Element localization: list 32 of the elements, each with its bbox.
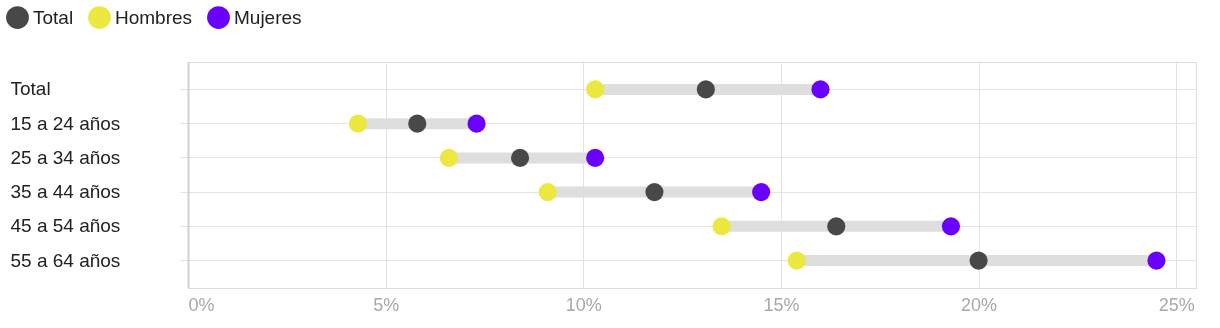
- point: [696, 80, 715, 99]
- point: [1147, 251, 1166, 270]
- point: [439, 148, 458, 167]
- y-tick-label: 55 a 64 años: [10, 249, 121, 271]
- point: [827, 217, 846, 236]
- x-tick-label: 5%: [373, 294, 400, 315]
- y-tick-label: Total: [10, 78, 51, 100]
- legend-label: Hombres: [115, 6, 193, 28]
- x-tick-label: 20%: [961, 294, 998, 315]
- point: [787, 251, 806, 270]
- point: [467, 114, 486, 133]
- point: [811, 80, 830, 99]
- point: [586, 148, 605, 167]
- point: [510, 148, 530, 167]
- y-tick-label: 15 a 24 años: [10, 112, 121, 134]
- point: [586, 80, 605, 99]
- x-tick-label: 0%: [188, 294, 215, 315]
- point: [969, 251, 988, 270]
- point: [712, 217, 731, 236]
- x-tick-label: 25%: [1158, 294, 1195, 315]
- point: [538, 183, 557, 202]
- x-tick-label: 10%: [565, 294, 602, 315]
- point: [941, 217, 960, 236]
- y-tick-label: 25 a 34 años: [10, 146, 121, 168]
- point: [645, 183, 664, 202]
- point: [752, 183, 771, 202]
- x-tick-label: 15%: [763, 294, 800, 315]
- point: [348, 114, 368, 133]
- y-tick-label: 35 a 44 años: [10, 181, 121, 203]
- point: [408, 114, 427, 133]
- legend-label: Mujeres: [234, 6, 302, 28]
- y-tick-label: 45 a 54 años: [10, 215, 121, 237]
